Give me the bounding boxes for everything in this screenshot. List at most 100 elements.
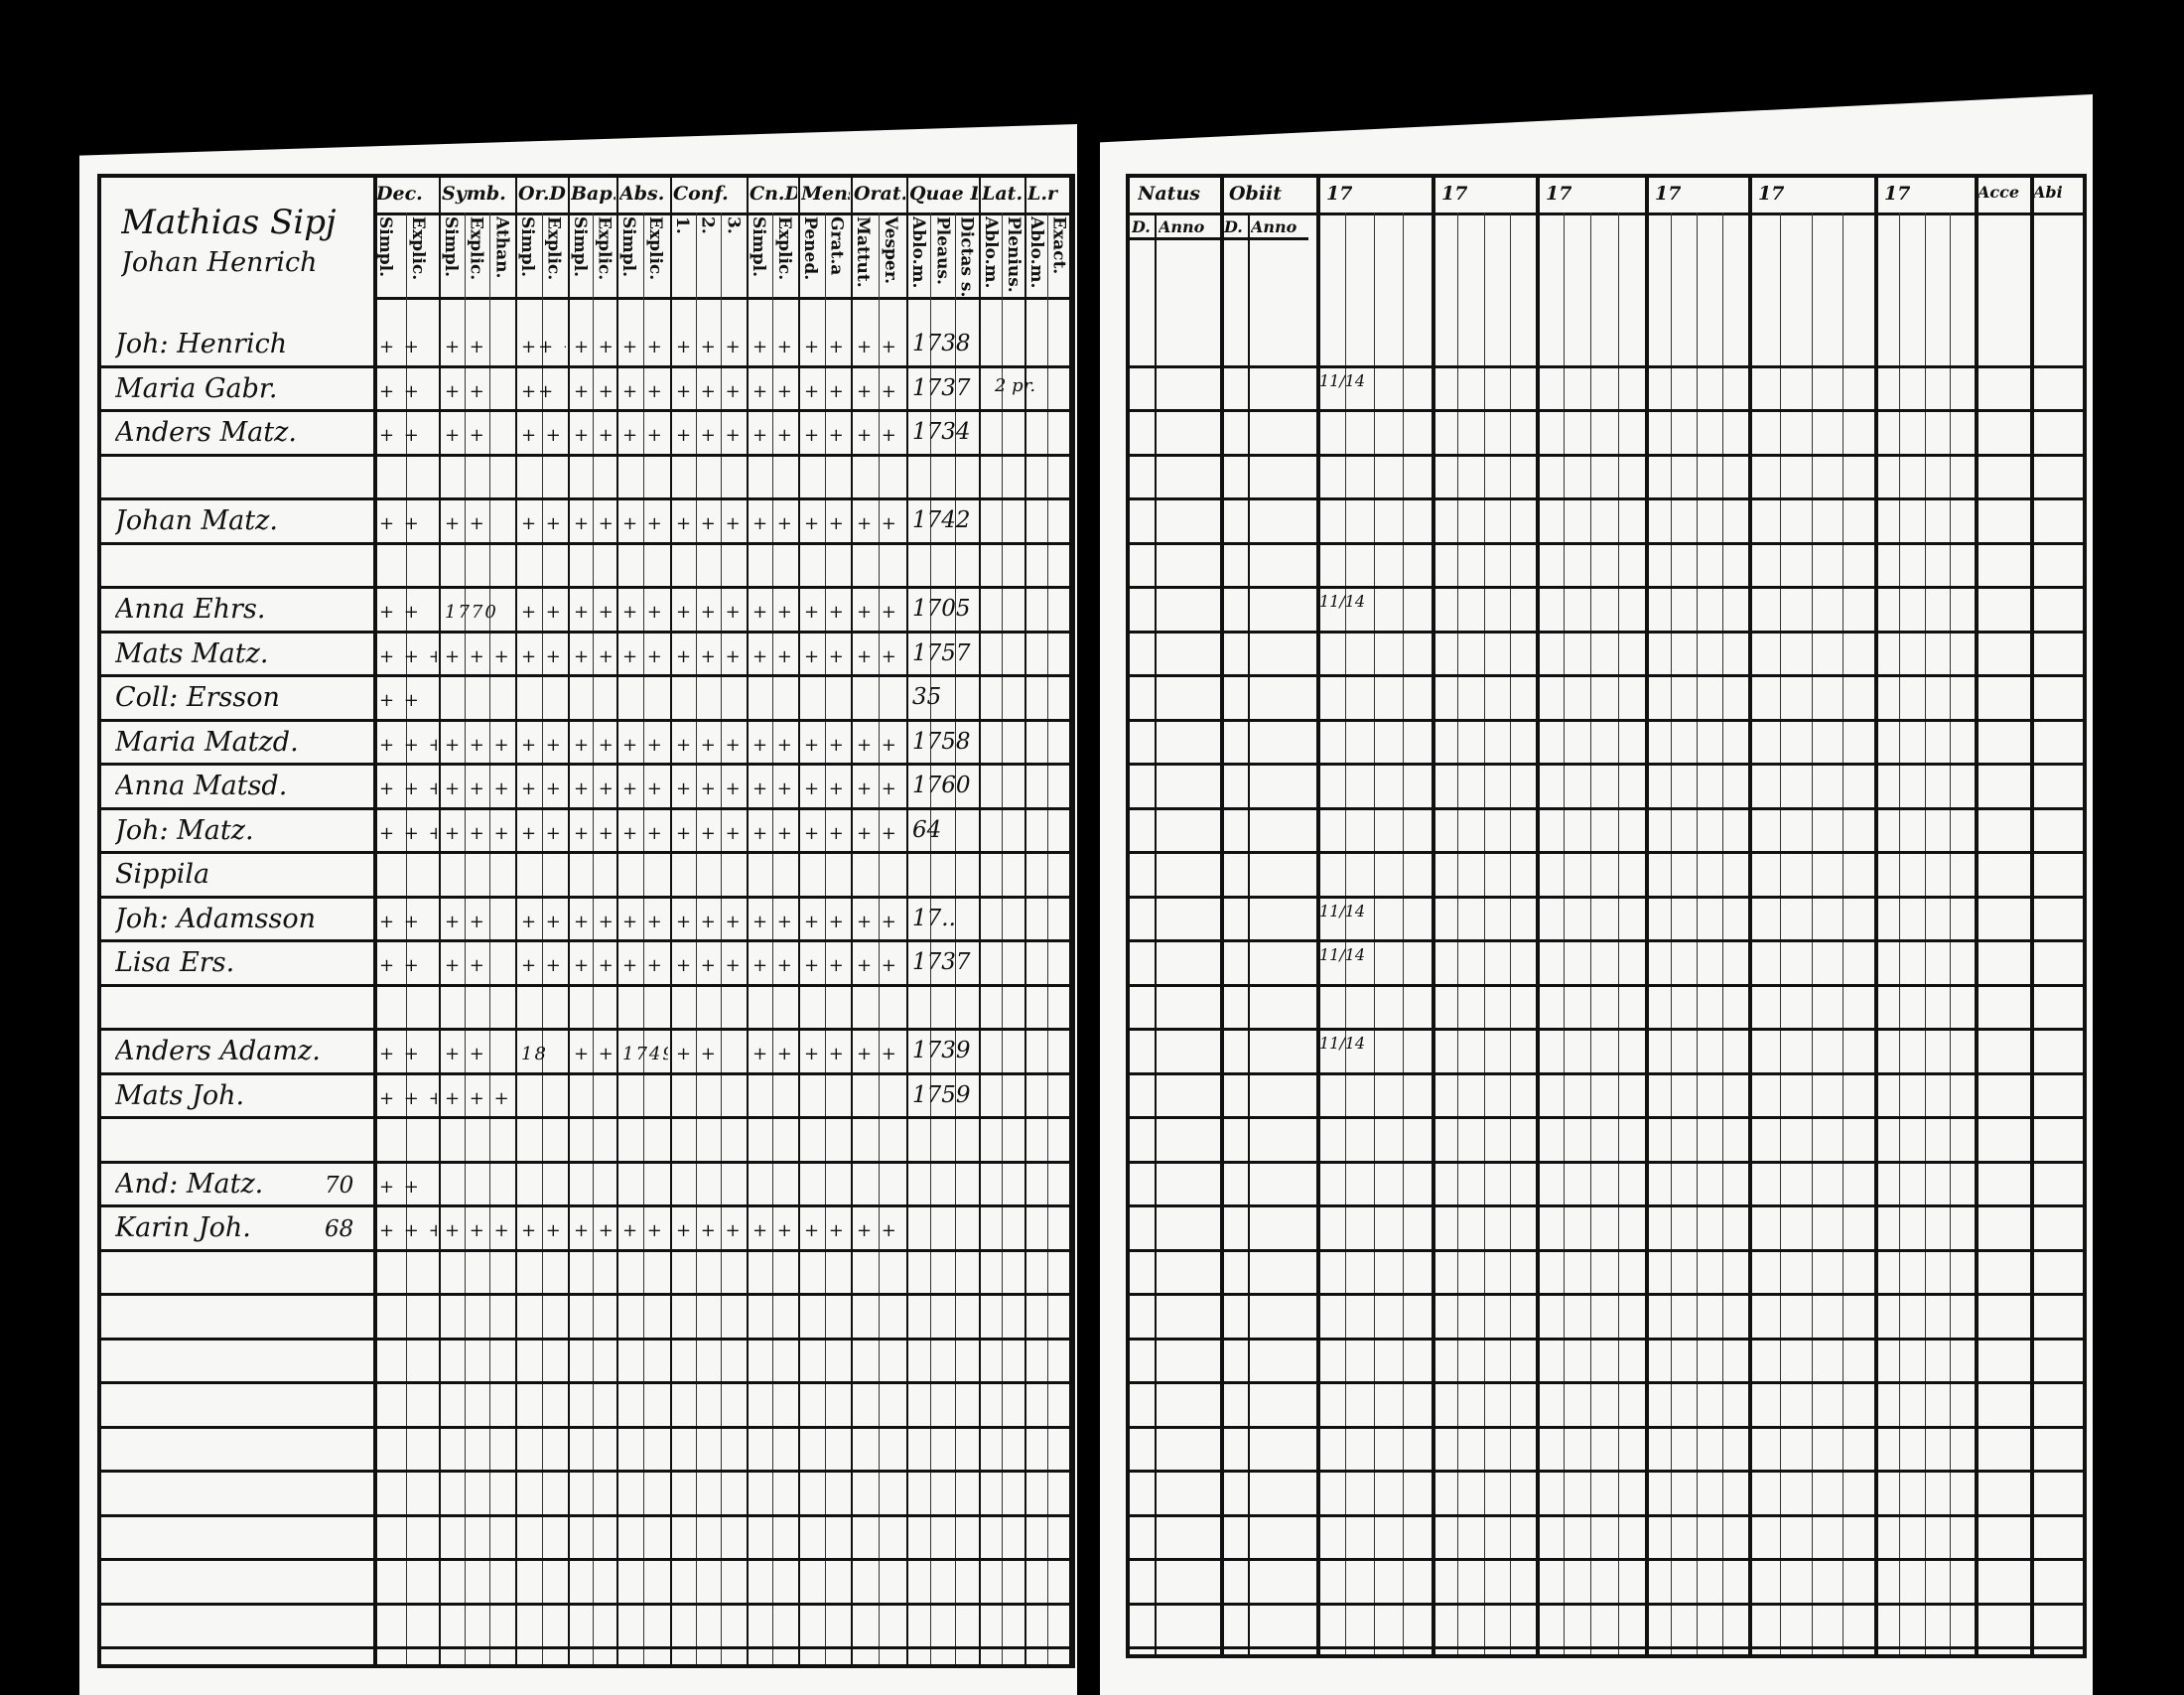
table-row: Maria Gabr. + + + + ++ + + + + + + + + + + + + + 1… xyxy=(101,371,1071,416)
row-line xyxy=(101,1071,1071,1075)
exam-mark: + + + xyxy=(622,778,668,799)
exam-mark: + + xyxy=(445,955,486,976)
column-subheader: Ablo.m. xyxy=(908,216,928,289)
exam-mark: + + xyxy=(379,955,421,976)
age: 68 xyxy=(325,1216,354,1242)
exam-mark: + + xyxy=(379,1176,421,1198)
column-divider xyxy=(1975,178,1979,1654)
exam-mark: + + + xyxy=(574,778,614,799)
row-line xyxy=(101,1513,1071,1517)
column-header: Mens. xyxy=(801,183,850,205)
exam-mark: + + + xyxy=(676,1220,743,1241)
exam-mark: + + + xyxy=(521,822,566,844)
column-divider xyxy=(515,178,517,1664)
exam-mark: + + xyxy=(574,602,614,623)
year-value: 35 xyxy=(912,684,942,710)
row-line xyxy=(101,1028,1071,1031)
subcolumn-divider xyxy=(695,212,697,1664)
year-group-header: 17 xyxy=(1326,183,1353,205)
abi-header: Abi xyxy=(2033,183,2063,202)
column-header: Conf. xyxy=(673,183,729,205)
exam-mark: + + xyxy=(857,425,898,446)
exam-mark: + + + xyxy=(676,778,743,799)
subcolumn-divider xyxy=(643,212,644,1664)
table-row xyxy=(101,1564,1071,1609)
exam-mark: + + xyxy=(445,337,486,357)
column-subheader: Plenius. xyxy=(1004,216,1024,293)
exam-mark: + + xyxy=(379,911,421,932)
row-line xyxy=(1130,364,2083,368)
subcolumn-divider xyxy=(1509,212,1511,1654)
row-line xyxy=(1130,453,2083,457)
year-entry: 11/14 xyxy=(1319,1034,1366,1053)
exam-mark: + + xyxy=(379,602,421,623)
subcolumn-divider xyxy=(464,212,466,1664)
subcolumn-divider xyxy=(954,212,956,1664)
exam-mark: + + xyxy=(445,380,486,402)
column-divider xyxy=(979,178,981,1664)
column-header: Quae L. xyxy=(909,183,978,205)
table-row: Anna Matsd. + + + + + + + + + + + + + + + + + … xyxy=(101,769,1071,813)
person-name: Anders Matz. xyxy=(115,417,297,448)
exam-mark: + + xyxy=(622,955,664,976)
exam-mark: + + xyxy=(521,513,563,534)
column-subheader: Simpl. xyxy=(441,216,461,277)
exam-mark: + + + xyxy=(676,380,743,402)
person-name: Johan Matz. xyxy=(115,505,278,536)
row-line xyxy=(101,1116,1071,1119)
row-line xyxy=(1130,806,2083,810)
exam-mark: + + xyxy=(379,337,421,357)
table-row: Joh: Henrich + + + + ++ + + + + + + + + + + + + +… xyxy=(101,327,1071,371)
subcolumn-divider xyxy=(824,212,826,1664)
exam-mark: + + xyxy=(622,425,664,446)
column-subheader: Explic. xyxy=(594,216,614,281)
exam-mark: + + + xyxy=(676,602,743,623)
year-entry: 11/14 xyxy=(1319,945,1366,964)
row-line xyxy=(1130,1513,2083,1517)
exam-mark: + + + xyxy=(752,778,796,799)
column-header: L.r xyxy=(1027,183,1057,205)
year-value: 1760 xyxy=(912,773,971,798)
exam-mark: + + + xyxy=(445,778,511,799)
exam-mark: + + + xyxy=(445,822,511,844)
subcolumn-divider xyxy=(1722,212,1723,1654)
column-subheader: Simpl. xyxy=(375,216,395,277)
row-line xyxy=(101,1337,1071,1341)
row-line xyxy=(101,1381,1071,1384)
table-row xyxy=(101,1432,1071,1477)
table-row: Anders Matz. + + + + + + + + + + + + + + + + + + … xyxy=(101,415,1071,460)
column-header: Lat. xyxy=(982,183,1024,205)
row-line xyxy=(1130,674,2083,677)
column-subheader: 3. xyxy=(723,216,744,234)
exam-mark: + + + xyxy=(379,1087,437,1109)
year-value: 1758 xyxy=(912,728,971,755)
column-subheader: Ablo.m. xyxy=(1026,216,1046,289)
exam-mark: + + xyxy=(379,690,421,711)
column-header: Or.D xyxy=(518,183,566,205)
register-title: Mathias Sipj xyxy=(121,203,337,242)
row-line xyxy=(1130,1381,2083,1384)
exam-mark: + + + xyxy=(521,1220,566,1241)
column-subheader: Pened. xyxy=(800,216,820,281)
row-line xyxy=(101,895,1071,899)
person-name: Mats Joh. xyxy=(115,1079,245,1111)
exam-mark: + + xyxy=(804,734,846,756)
exam-mark: + + xyxy=(622,602,664,623)
year-value: 1705 xyxy=(912,596,971,622)
row-line xyxy=(1130,541,2083,545)
column-divider xyxy=(851,178,853,1664)
exam-mark: + + xyxy=(857,645,898,667)
subcolumn-divider xyxy=(1046,212,1048,1664)
person-name: Coll: Ersson xyxy=(115,682,280,713)
exam-mark: + + + xyxy=(676,911,743,932)
subcolumn-divider xyxy=(1671,212,1672,1654)
row-line xyxy=(1130,983,2083,987)
column-divider xyxy=(1536,178,1540,1654)
exam-mark: + + xyxy=(752,1220,794,1241)
year-value: 1737 xyxy=(912,949,971,975)
row-line xyxy=(1130,1470,2083,1473)
row-line xyxy=(101,1602,1071,1606)
table-row: Lisa Ers. + + + + + + + + + + + + + + + + + + + 17… xyxy=(101,945,1071,990)
exam-mark: 1749 xyxy=(622,1044,668,1064)
table-row: Mats Matz. + + + + + + + + + + + + + + + + + +… xyxy=(101,636,1071,681)
